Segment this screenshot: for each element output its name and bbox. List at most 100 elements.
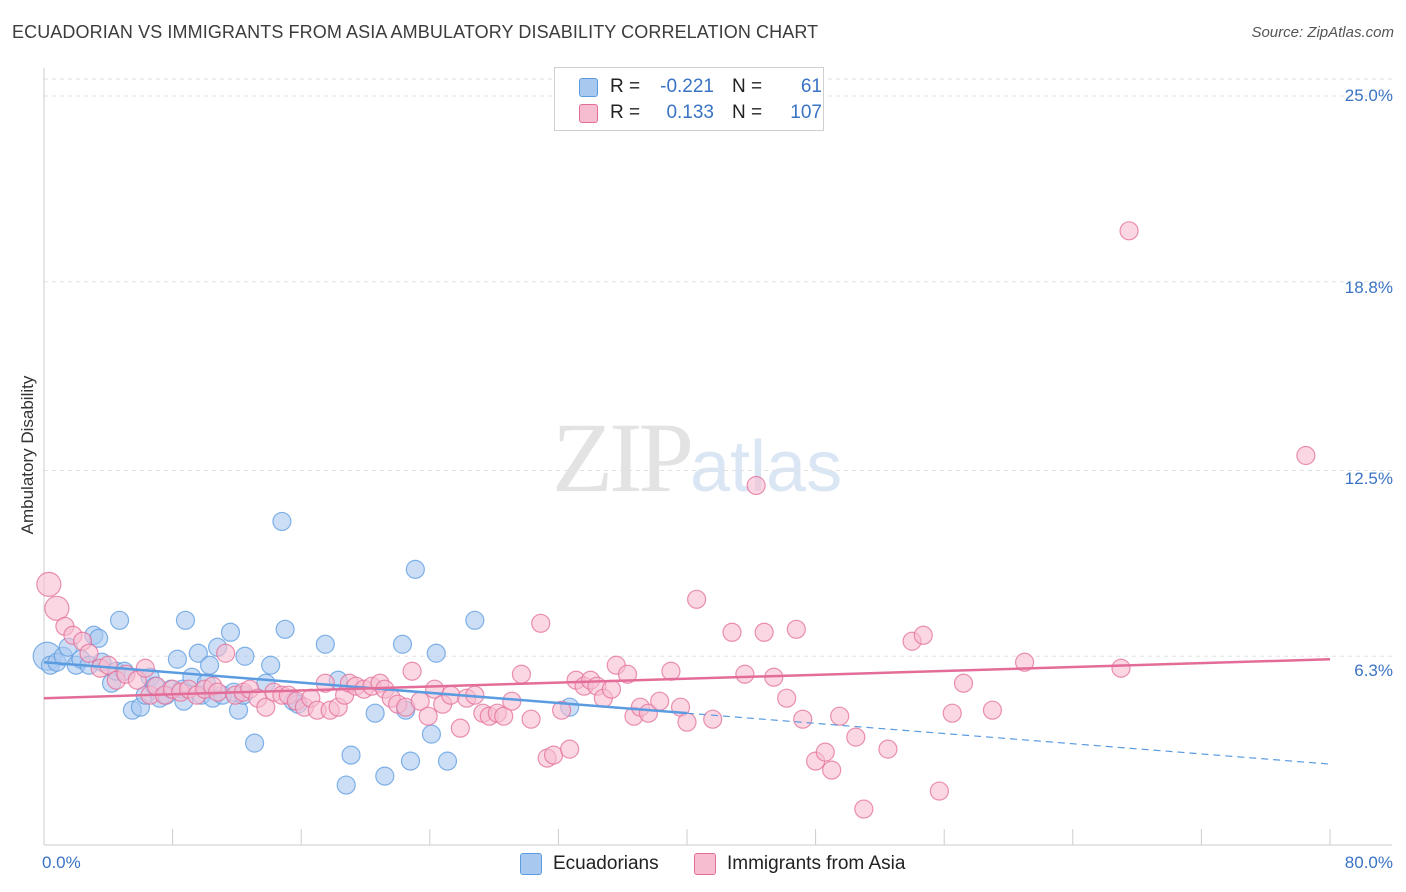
- data-point: [275, 619, 295, 639]
- data-point: [929, 781, 949, 801]
- data-point: [256, 697, 276, 717]
- data-point: [1119, 221, 1139, 241]
- series-1: [36, 221, 1316, 819]
- r-value: 0.133: [666, 102, 714, 123]
- legend-label: Immigrants from Asia: [727, 853, 906, 874]
- data-point: [167, 649, 188, 669]
- data-point: [375, 766, 395, 786]
- data-point: [722, 622, 742, 642]
- x-tick-label: 0.0%: [42, 853, 81, 872]
- data-point: [426, 643, 446, 663]
- data-point: [341, 745, 361, 765]
- data-point: [687, 589, 707, 609]
- n-label: N =: [732, 102, 763, 123]
- data-point: [661, 661, 681, 681]
- data-point: [552, 700, 572, 720]
- x-tick-label: 80.0%: [1344, 853, 1393, 872]
- data-point: [365, 703, 385, 723]
- data-point: [777, 688, 797, 708]
- data-point: [79, 643, 99, 663]
- data-point: [1111, 658, 1131, 678]
- data-point: [450, 718, 470, 738]
- axes: [43, 68, 1392, 846]
- data-point: [735, 664, 755, 684]
- correlation-legend: R = -0.221 N = 61 R = 0.133 N = 107: [554, 67, 824, 131]
- data-point: [601, 679, 622, 699]
- legend-row-ecuadorians: R = -0.221 N = 61: [579, 75, 822, 99]
- y-tick-label: 18.8%: [1344, 278, 1393, 297]
- data-point: [400, 751, 421, 771]
- n-value: 61: [800, 76, 822, 97]
- r-label: R =: [610, 76, 641, 97]
- trend-layer: [43, 657, 1331, 765]
- n-value: 107: [790, 102, 822, 123]
- n-label: N =: [732, 76, 763, 97]
- data-point: [418, 706, 438, 726]
- watermark-zip: ZIP: [552, 402, 694, 513]
- y-tick-label: 25.0%: [1344, 86, 1393, 105]
- gridlines: [44, 78, 1395, 657]
- r-value: -0.221: [660, 76, 714, 97]
- y-tick-label: 12.5%: [1344, 469, 1393, 488]
- watermark-atlas: atlas: [690, 427, 843, 507]
- data-point: [315, 634, 335, 654]
- legend-swatch: [579, 103, 598, 123]
- data-point: [543, 745, 564, 765]
- data-point: [36, 571, 62, 597]
- data-point: [392, 634, 413, 654]
- data-point: [793, 709, 813, 729]
- data-point: [830, 706, 850, 726]
- legend-label: Ecuadorians: [553, 853, 659, 874]
- source-label: Source: ZipAtlas.com: [1251, 24, 1394, 41]
- data-point: [494, 706, 514, 726]
- trend-line-1: [43, 657, 1331, 700]
- data-point: [754, 622, 774, 642]
- legend-item-ecuadorians[interactable]: Ecuadorians: [520, 852, 659, 876]
- data-point: [511, 664, 532, 684]
- series-layer: [32, 221, 1316, 819]
- data-point: [878, 739, 898, 759]
- data-point: [272, 511, 292, 532]
- data-point: [336, 775, 356, 795]
- legend-swatch: [579, 77, 598, 97]
- data-point: [953, 673, 974, 693]
- data-point: [244, 733, 265, 753]
- legend-row-immigrants-from-asia: R = 0.133 N = 107: [579, 101, 822, 125]
- legend-item-immigrants-from-asia[interactable]: Immigrants from Asia: [694, 852, 905, 876]
- data-point: [98, 655, 118, 675]
- legend-swatch: [520, 853, 542, 875]
- data-point: [521, 709, 541, 729]
- data-point: [216, 643, 236, 663]
- data-point: [854, 799, 874, 819]
- data-point: [846, 727, 866, 747]
- data-point: [220, 622, 241, 642]
- data-point: [703, 709, 723, 729]
- data-point: [1296, 445, 1316, 466]
- data-point: [531, 613, 551, 633]
- data-point: [942, 703, 962, 723]
- data-point: [402, 661, 422, 681]
- data-point: [188, 643, 208, 663]
- chart-title: ECUADORIAN VS IMMIGRANTS FROM ASIA AMBUL…: [12, 22, 819, 42]
- data-point: [815, 742, 835, 762]
- data-point: [405, 559, 425, 579]
- data-point: [746, 475, 766, 496]
- data-point: [44, 595, 70, 621]
- data-point: [560, 739, 580, 759]
- data-point: [135, 658, 155, 678]
- data-point: [199, 655, 220, 675]
- data-point: [261, 655, 281, 675]
- data-point: [109, 610, 130, 630]
- r-label: R =: [610, 102, 641, 123]
- series-0: [32, 511, 580, 795]
- data-point: [913, 625, 933, 645]
- legend-swatch: [694, 853, 716, 875]
- data-point: [677, 712, 697, 732]
- watermark: ZIPatlas: [552, 400, 842, 515]
- trend-line-extension-0: [686, 712, 1331, 765]
- data-point: [1014, 652, 1035, 672]
- data-point: [786, 619, 806, 639]
- data-point: [235, 646, 255, 666]
- data-point: [437, 751, 458, 771]
